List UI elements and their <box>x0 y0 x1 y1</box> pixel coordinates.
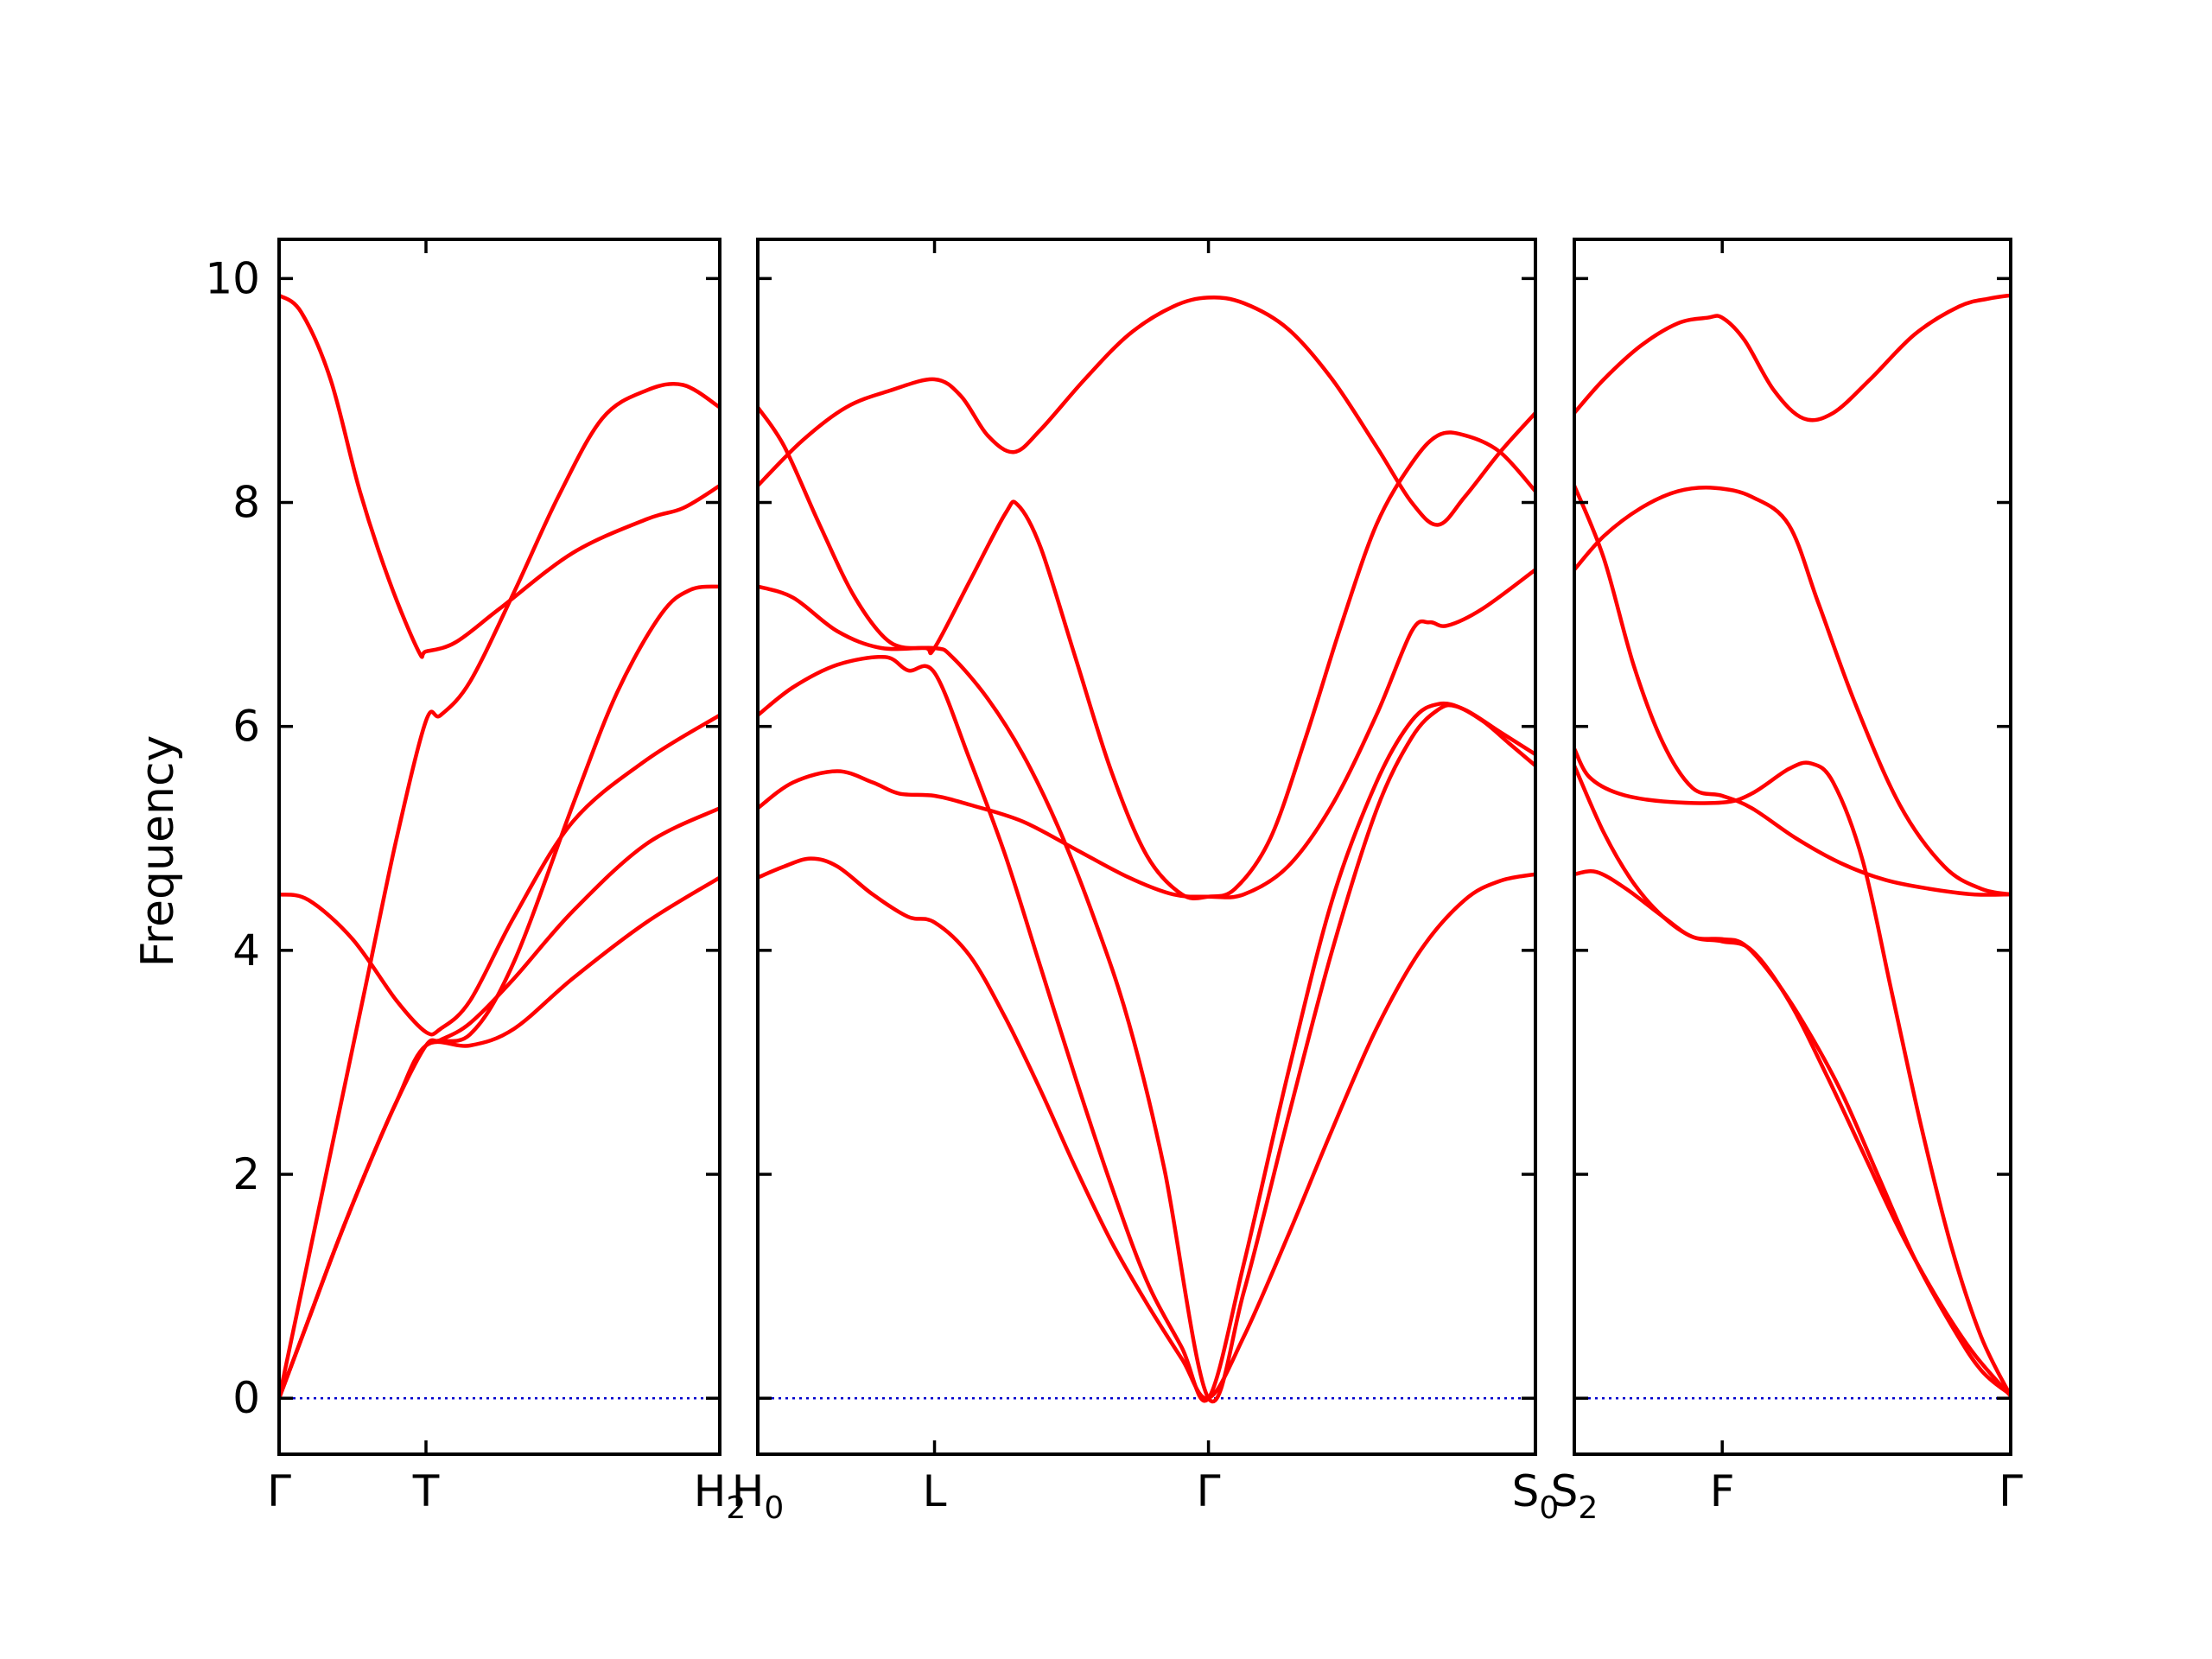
x-tick-label: S2 <box>1551 1466 1599 1526</box>
x-tick-label: Γ <box>1999 1466 2023 1516</box>
panel-frame <box>277 238 721 1456</box>
panel-3: S2 F Γ <box>1551 238 2023 1526</box>
band-line-4 <box>758 654 1535 1403</box>
x-tick-label: Γ <box>1197 1466 1221 1516</box>
x-tick-label: H2 <box>694 1466 747 1526</box>
band-line-5 <box>279 806 720 1401</box>
y-tick-label: 6 <box>232 702 260 752</box>
panel-frame <box>756 238 1537 1456</box>
band-line-2 <box>279 381 720 1401</box>
y-tick-label: 8 <box>232 478 260 528</box>
x-tick-label: L <box>923 1466 947 1516</box>
band-line-2 <box>1574 486 2011 897</box>
x-tick-label: H0 <box>732 1466 785 1526</box>
band-line-2 <box>758 405 1535 901</box>
band-line-6 <box>1574 869 2011 1397</box>
band-line-1 <box>758 295 1535 527</box>
band-line-5 <box>758 568 1535 899</box>
band-line-3 <box>758 584 1535 1403</box>
y-tick-label: 2 <box>232 1149 260 1199</box>
y-tick-label: 4 <box>232 925 260 976</box>
band-line-6 <box>279 875 720 1401</box>
x-tick-label: T <box>412 1466 440 1516</box>
y-tick-label: 0 <box>232 1373 260 1423</box>
band-line-4 <box>1574 747 2011 1398</box>
x-tick-label: S0 <box>1512 1466 1560 1526</box>
x-tick-label: F <box>1710 1466 1735 1516</box>
panel-frame <box>1573 238 2012 1456</box>
y-axis-label: Frequency <box>132 735 184 968</box>
panel-2: H0 L Γ S0 <box>732 238 1560 1526</box>
band-line-1 <box>279 293 720 659</box>
band-line-5 <box>1574 763 2011 1398</box>
band-line-3 <box>279 713 720 1037</box>
y-tick-label: 10 <box>205 253 260 303</box>
band-line-3 <box>1574 483 2011 897</box>
x-tick-label: Γ <box>267 1466 291 1516</box>
panel-1: 0 2 4 6 8 10 Γ T H2 <box>205 238 747 1526</box>
band-curves <box>279 293 720 1401</box>
band-line-6 <box>758 856 1535 1401</box>
band-curves <box>758 295 1535 1403</box>
band-curves <box>1574 293 2011 1398</box>
band-line-1 <box>1574 293 2011 423</box>
